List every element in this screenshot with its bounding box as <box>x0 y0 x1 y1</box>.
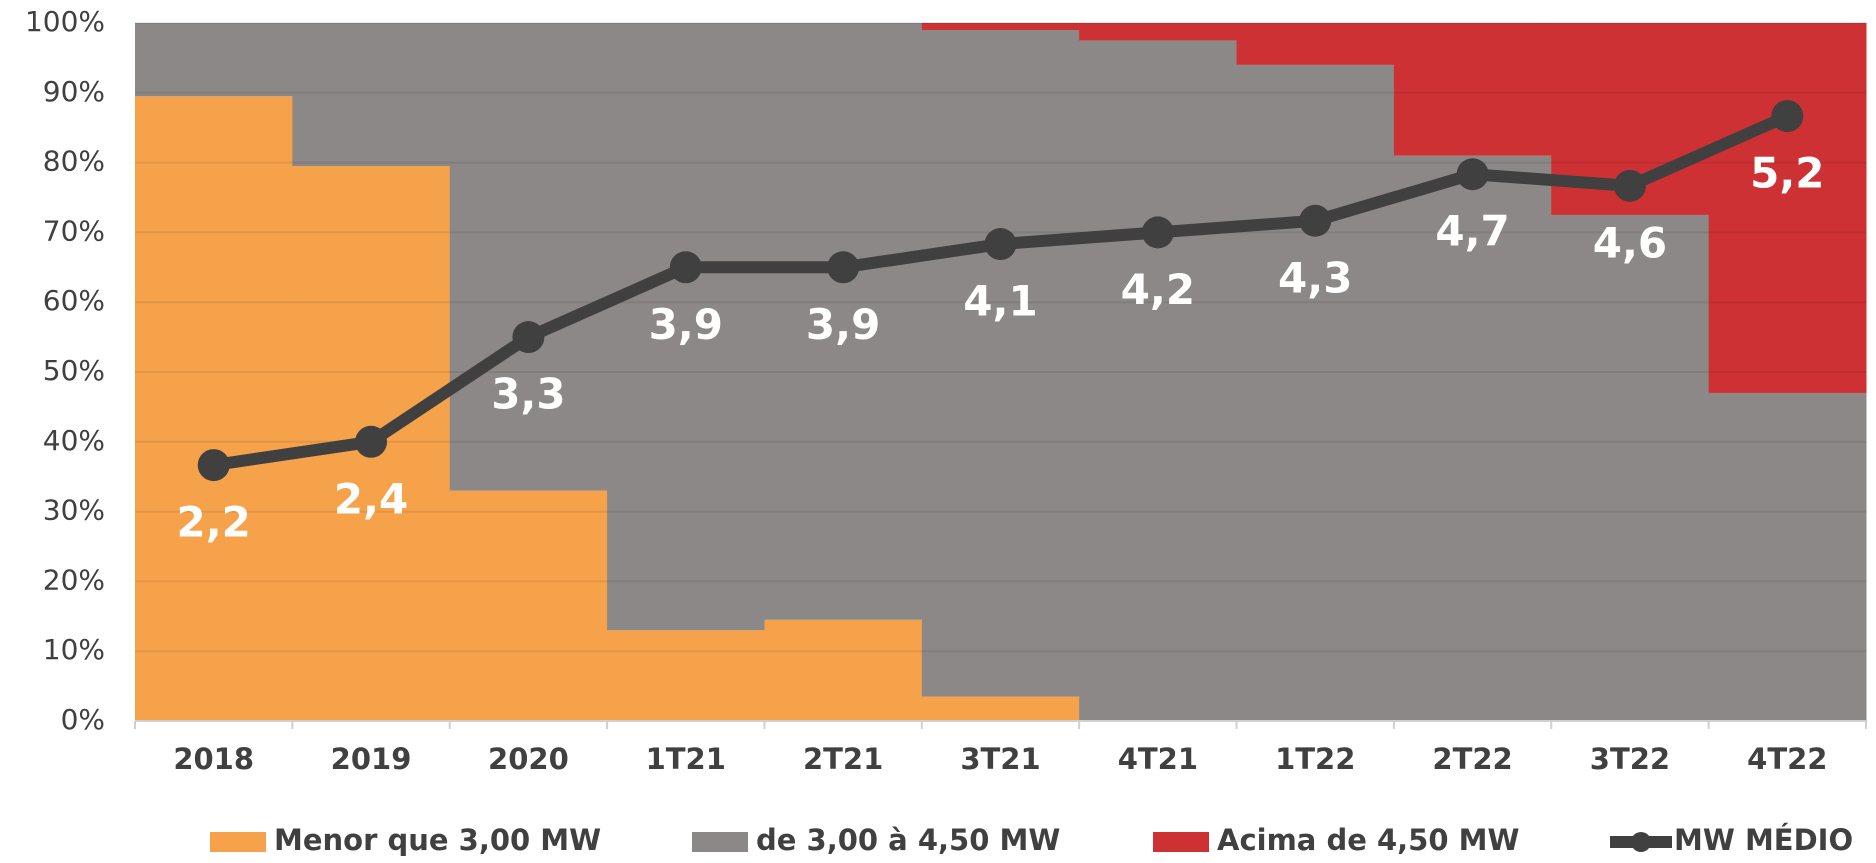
bar-segment <box>607 23 765 631</box>
data-label: 4,6 <box>1593 218 1667 267</box>
x-tick-label: 3T22 <box>1590 742 1670 776</box>
bar-segment <box>135 96 293 722</box>
bar-segment <box>921 696 1080 721</box>
legend-label: Menor que 3,00 MW <box>274 823 601 857</box>
bar-segment <box>135 23 293 97</box>
x-tick-label: 2020 <box>488 742 569 776</box>
line-marker <box>669 251 702 284</box>
x-tick-label: 2019 <box>331 742 412 776</box>
legend-label: MW MÉDIO <box>1674 823 1853 857</box>
bar-segment <box>607 630 765 721</box>
bar-segment <box>1708 392 1867 721</box>
bar-segment <box>292 23 451 167</box>
data-label: 5,2 <box>1750 149 1824 198</box>
bar-segment <box>921 29 1080 697</box>
x-tick-label: 4T22 <box>1747 742 1827 776</box>
y-tick-label: 0% <box>61 703 105 736</box>
bar-segment <box>1079 23 1238 41</box>
data-label: 4,3 <box>1278 253 1352 302</box>
bar-segment <box>1393 23 1552 156</box>
x-tick-label: 2T22 <box>1432 742 1512 776</box>
x-tick-label: 3T21 <box>960 742 1040 776</box>
line-marker <box>984 228 1017 261</box>
bar-segment <box>1551 214 1710 721</box>
data-label: 2,4 <box>334 474 408 523</box>
x-tick-label: 4T21 <box>1118 742 1198 776</box>
line-marker <box>1771 100 1804 133</box>
bar-segment <box>764 619 923 721</box>
x-tick-label: 1T21 <box>646 742 726 776</box>
line-marker <box>827 251 860 284</box>
legend-swatch <box>1153 832 1209 852</box>
legend-label: de 3,00 à 4,50 MW <box>756 823 1060 857</box>
line-marker <box>1456 158 1489 191</box>
bar-segment <box>1236 64 1395 721</box>
data-label: 3,9 <box>649 300 723 349</box>
legend-swatch <box>210 832 266 852</box>
legend-marker <box>1631 832 1651 852</box>
bar-segment <box>449 490 608 721</box>
line-marker <box>197 449 230 482</box>
x-tick-label: 1T22 <box>1275 742 1355 776</box>
line-marker <box>355 425 388 458</box>
bar-segment <box>1236 23 1395 65</box>
data-label: 4,2 <box>1121 265 1195 314</box>
line-marker <box>512 321 545 354</box>
y-tick-label: 40% <box>43 424 105 457</box>
data-label: 4,7 <box>1435 207 1509 256</box>
bar-segment <box>764 23 923 620</box>
x-tick-label: 2T21 <box>803 742 883 776</box>
legend-swatch <box>692 832 748 852</box>
data-label: 4,1 <box>963 277 1037 326</box>
bar-segment <box>1393 155 1552 721</box>
y-tick-label: 90% <box>43 75 105 108</box>
y-tick-label: 60% <box>43 284 105 317</box>
y-tick-label: 30% <box>43 494 105 527</box>
bar-segment <box>1079 40 1238 721</box>
data-label: 2,2 <box>176 498 250 547</box>
y-tick-label: 70% <box>43 214 105 247</box>
data-label: 3,9 <box>806 300 880 349</box>
line-marker <box>1613 169 1646 202</box>
data-label: 3,3 <box>491 370 565 419</box>
y-tick-label: 10% <box>43 633 105 666</box>
bar-segment <box>921 23 1080 30</box>
y-tick-label: 100% <box>25 5 105 38</box>
bar-segment <box>1708 23 1867 393</box>
line-marker <box>1141 216 1174 249</box>
y-tick-label: 80% <box>43 145 105 178</box>
y-tick-label: 20% <box>43 563 105 596</box>
bar-segment <box>449 23 608 491</box>
x-tick-label: 2018 <box>173 742 254 776</box>
legend-label: Acima de 4,50 MW <box>1217 823 1519 857</box>
line-marker <box>1299 204 1332 237</box>
y-tick-label: 50% <box>43 354 105 387</box>
